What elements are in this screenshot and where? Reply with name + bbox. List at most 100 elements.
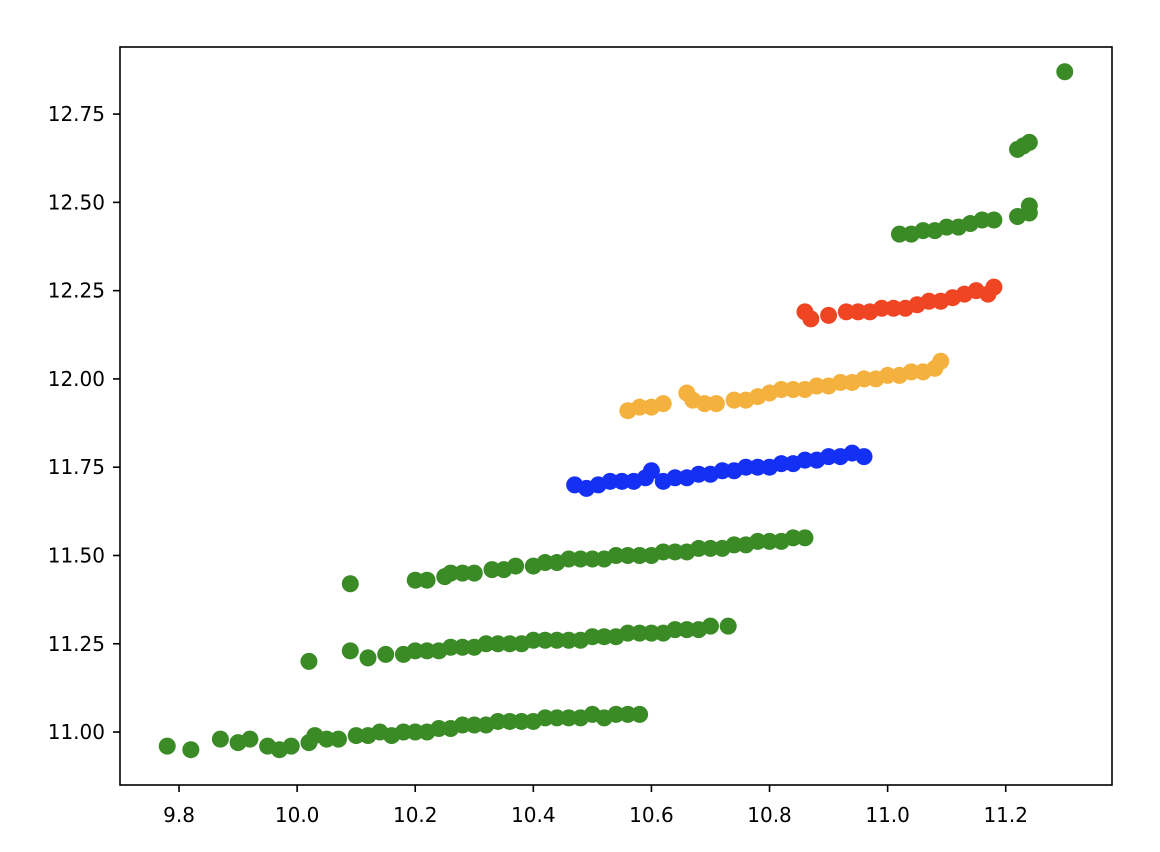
scatter-point	[507, 557, 525, 575]
scatter-point	[536, 709, 554, 727]
scatter-point	[465, 564, 483, 582]
scatter-point	[377, 645, 395, 663]
scatter-point	[985, 278, 1003, 296]
scatter-point	[849, 303, 867, 321]
scatter-point	[501, 712, 519, 730]
scatter-point	[914, 222, 932, 240]
plot-area	[158, 63, 1074, 759]
scatter-point	[666, 543, 684, 561]
scatter-point	[442, 564, 460, 582]
scatter-point	[483, 561, 501, 579]
scatter-point	[820, 448, 838, 466]
scatter-point	[696, 395, 714, 413]
scatter-point	[855, 448, 873, 466]
scatter-point	[341, 575, 359, 593]
scatter-point	[430, 720, 448, 738]
scatter-point	[985, 211, 1003, 229]
scatter-point	[465, 716, 483, 734]
scatter-point	[560, 631, 578, 649]
x-tick-label: 10.8	[747, 803, 792, 827]
y-tick-label: 11.75	[48, 455, 105, 479]
scatter-point	[394, 723, 412, 741]
scatter-point	[749, 532, 767, 550]
y-tick-label: 11.00	[48, 720, 105, 744]
scatter-point	[359, 649, 377, 667]
scatter-point	[772, 455, 790, 473]
x-tick-label: 10.2	[393, 803, 438, 827]
scatter-point	[713, 462, 731, 480]
scatter-point	[583, 628, 601, 646]
scatter-point	[601, 472, 619, 490]
scatter-point	[690, 539, 708, 557]
scatter-point	[595, 628, 613, 646]
scatter-point	[678, 621, 696, 639]
scatter-point	[654, 395, 672, 413]
scatter-point	[453, 716, 471, 734]
scatter-point	[560, 550, 578, 568]
y-tick-label: 12.25	[48, 279, 105, 303]
y-tick-label: 11.50	[48, 543, 105, 567]
scatter-series	[566, 444, 873, 497]
scatter-point	[879, 366, 897, 384]
scatter-point	[631, 398, 649, 416]
scatter-point	[737, 458, 755, 476]
scatter-point	[973, 211, 991, 229]
scatter-point	[701, 539, 719, 557]
scatter-point	[666, 621, 684, 639]
scatter-point	[719, 617, 737, 635]
scatter-point	[725, 536, 743, 554]
scatter-series	[158, 63, 1074, 759]
scatter-point	[772, 381, 790, 399]
scatter-point	[418, 642, 436, 660]
scatter-series	[796, 278, 1003, 328]
scatter-point	[796, 529, 814, 547]
scatter-point	[536, 554, 554, 572]
scatter-point	[902, 363, 920, 381]
scatter-point	[453, 564, 471, 582]
scatter-point	[784, 529, 802, 547]
x-tick-label: 11.2	[983, 803, 1028, 827]
scatter-point	[1020, 197, 1038, 215]
scatter-point	[631, 624, 649, 642]
scatter-point	[796, 451, 814, 469]
scatter-point	[536, 631, 554, 649]
scatter-point	[701, 617, 719, 635]
scatter-point	[890, 225, 908, 243]
scatter-point	[158, 737, 176, 755]
scatter-point	[329, 730, 347, 748]
scatter-point	[1020, 133, 1038, 151]
x-tick-label: 11.0	[865, 803, 910, 827]
y-tick-label: 12.75	[48, 102, 105, 126]
scatter-series	[619, 352, 950, 420]
scatter-point	[406, 723, 424, 741]
y-tick-label: 11.25	[48, 632, 105, 656]
scatter-point	[885, 299, 903, 317]
scatter-point	[282, 737, 300, 755]
scatter-point	[619, 624, 637, 642]
scatter-point	[548, 631, 566, 649]
scatter-point	[631, 546, 649, 564]
scatter-point	[761, 532, 779, 550]
scatter-point	[808, 377, 826, 395]
scatter-point	[690, 465, 708, 483]
scatter-point	[524, 631, 542, 649]
scatter-point	[784, 381, 802, 399]
scatter-point	[932, 352, 950, 370]
scatter-point	[607, 546, 625, 564]
scatter-point	[607, 705, 625, 723]
scatter-point	[489, 635, 507, 653]
x-axis: 9.8 10.0 10.2 10.4 10.6 10.8 11.0 11.2	[163, 785, 1028, 827]
scatter-point	[837, 303, 855, 321]
scatter-point	[654, 543, 672, 561]
scatter-point	[211, 730, 229, 748]
scatter-point	[477, 635, 495, 653]
scatter-point	[666, 469, 684, 487]
scatter-point	[920, 292, 938, 310]
scatter-point	[560, 709, 578, 727]
scatter-point	[619, 705, 637, 723]
scatter-point	[820, 306, 838, 324]
y-tick-label: 12.00	[48, 367, 105, 391]
scatter-point	[300, 652, 318, 670]
scatter-point	[418, 571, 436, 589]
scatter-point	[442, 638, 460, 656]
